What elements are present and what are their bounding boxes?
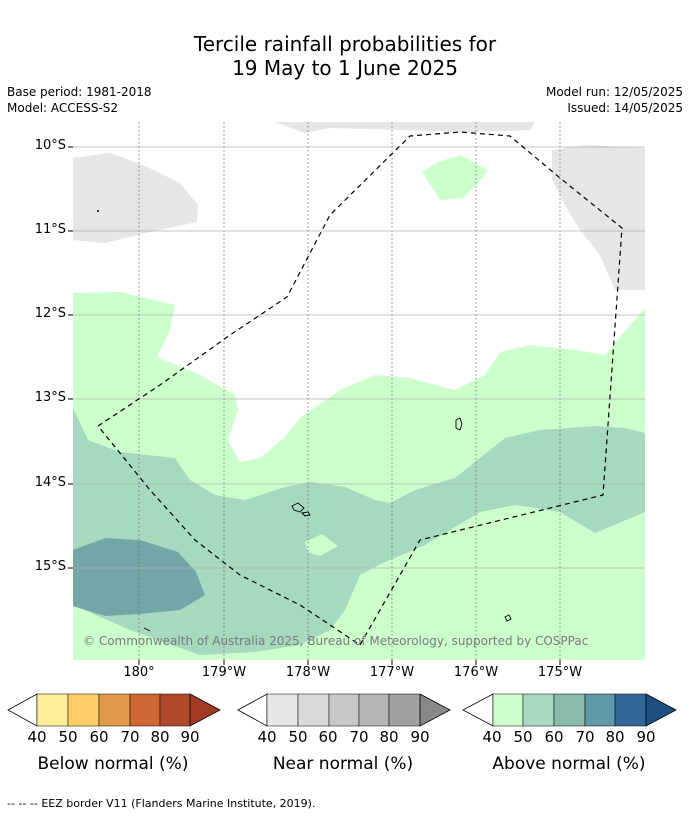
lat-label: 12°S	[34, 306, 66, 321]
above-normal-60-region	[73, 538, 205, 616]
lat-label: 11°S	[34, 222, 66, 237]
eez-border	[97, 131, 623, 646]
colorbar-tick: 80	[379, 728, 399, 746]
colorbar-tick: 60	[318, 728, 338, 746]
colorbar-tick: 60	[544, 728, 564, 746]
model-name: Model: ACCESS-S2	[7, 101, 119, 115]
colorbar-below-swatch	[36, 693, 69, 727]
colorbar-above-swatch	[584, 693, 616, 727]
colorbar-above-min-arrow	[462, 693, 494, 727]
lat-label: 10°S	[34, 138, 66, 153]
colorbar-near-max-arrow	[419, 693, 451, 727]
colorbar-tick: 50	[288, 728, 308, 746]
lon-label: 179°W	[201, 665, 247, 680]
lon-label: 178°W	[285, 665, 331, 680]
colorbar-above-swatch	[522, 693, 555, 727]
colorbar-above-max-arrow	[645, 693, 677, 727]
colorbar-below-swatch	[98, 693, 131, 727]
colorbar-below-normal	[7, 693, 221, 727]
chart-title-line-1: Tercile rainfall probabilities for	[193, 32, 497, 56]
colorbar-tick: 70	[575, 728, 595, 746]
colorbar-below-max-arrow	[189, 693, 221, 727]
eez-legend-text: EEZ border V11 (Flanders Marine Institut…	[41, 797, 316, 810]
colorbar-tick: 80	[605, 728, 625, 746]
lat-label: 13°S	[34, 390, 66, 405]
lon-label: 177°W	[369, 665, 415, 680]
colorbar-above-swatch	[492, 693, 524, 727]
colorbar-label-near: Near normal (%)	[272, 754, 414, 774]
map-credit: © Commonwealth of Australia 2025, Bureau…	[83, 634, 589, 648]
colorbar-below-swatch	[67, 693, 100, 727]
colorbar-near-min-arrow	[237, 693, 268, 727]
near-normal-region-top	[275, 122, 535, 133]
colorbar-tick: 90	[636, 728, 656, 746]
above-normal-40-patch-north	[422, 155, 488, 200]
colorbar-near-swatch	[328, 693, 360, 727]
colorbar-near-swatch	[358, 693, 390, 727]
model-run-date: Model run: 12/05/2025	[545, 85, 683, 99]
colorbar-tick: 40	[257, 728, 277, 746]
lat-label: 14°S	[34, 475, 66, 490]
colorbar-above-swatch	[614, 693, 647, 727]
lat-label: 15°S	[34, 559, 66, 574]
island-outline	[291, 502, 305, 513]
colorbar-near-normal	[237, 693, 451, 727]
above-normal-50-region	[73, 408, 645, 655]
island-dot	[97, 210, 99, 212]
lon-label: 180°	[123, 665, 155, 680]
colorbar-tick: 90	[410, 728, 430, 746]
colorbar-tick: 80	[150, 728, 170, 746]
chart-title-line-2: 19 May to 1 June 2025	[232, 56, 458, 80]
island-outline	[143, 627, 151, 632]
colorbar-label-above: Above normal (%)	[492, 754, 646, 774]
colorbar-tick: 70	[120, 728, 140, 746]
colorbar-tick: 90	[180, 728, 200, 746]
colorbar-tick: 40	[482, 728, 502, 746]
near-normal-region-west	[73, 153, 198, 243]
colorbar-below-swatch	[159, 693, 191, 727]
island-outline	[504, 614, 512, 622]
colorbar-label-below: Below normal (%)	[37, 754, 189, 774]
longitude-gridlines	[138, 122, 561, 660]
colorbar-near-swatch	[297, 693, 330, 727]
latitude-gridlines	[73, 146, 645, 569]
colorbar-near-swatch	[266, 693, 299, 727]
lon-label: 175°W	[537, 665, 583, 680]
colorbar-below-swatch	[129, 693, 161, 727]
colorbar-tick: 40	[27, 728, 47, 746]
colorbar-tick: 60	[89, 728, 109, 746]
colorbar-tick: 50	[58, 728, 78, 746]
colorbar-near-swatch	[388, 693, 421, 727]
colorbar-tick: 50	[513, 728, 533, 746]
island-outline	[455, 417, 463, 431]
colorbar-tick: 70	[349, 728, 369, 746]
island-outline	[301, 511, 311, 517]
issued-date: Issued: 14/05/2025	[567, 101, 683, 115]
eez-legend-symbol: -- -- --	[7, 797, 38, 810]
base-period: Base period: 1981-2018	[7, 85, 152, 99]
colorbar-above-normal	[462, 693, 677, 727]
axis-ticks	[68, 146, 561, 665]
white-patch-south	[305, 534, 338, 556]
lon-label: 176°W	[453, 665, 499, 680]
colorbar-above-swatch	[553, 693, 586, 727]
eez-legend: -- -- -- EEZ border V11 (Flanders Marine…	[7, 797, 315, 810]
colorbar-below-min-arrow	[7, 693, 38, 727]
near-normal-region-east	[552, 145, 645, 290]
